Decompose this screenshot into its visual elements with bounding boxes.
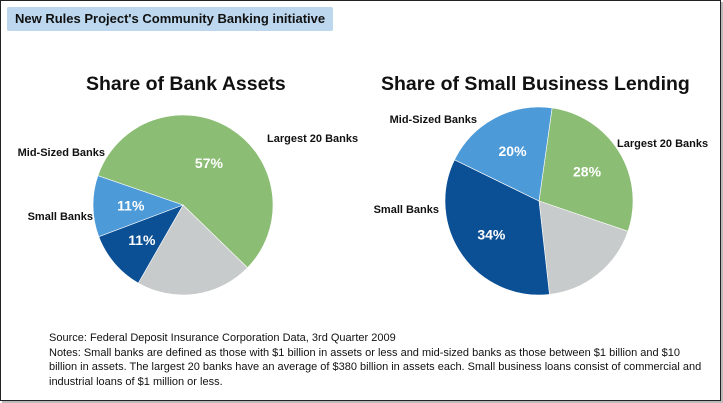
slice-value-label: 57% xyxy=(195,155,224,171)
pie-slice-mid-sized-banks xyxy=(92,175,184,238)
pie-slice-largest-20-banks xyxy=(538,107,634,232)
slice-value-label: 28% xyxy=(573,163,602,179)
slice-value-label: 11% xyxy=(117,198,145,214)
source-notes: Source: Federal Deposit Insurance Corpor… xyxy=(49,331,704,389)
slice-category-label: Largest 20 Banks xyxy=(267,133,358,145)
chart-title-small-business-lending: Share of Small Business Lending xyxy=(381,73,690,95)
chart-title-bank-assets: Share of Bank Assets xyxy=(86,73,286,95)
slice-category-label: Mid-Sized Banks xyxy=(390,114,477,126)
pie-chart-1: 57% Largest 20 Banks 11% Small Banks 11% Mid-… xyxy=(18,114,358,296)
slice-category-label: Mid-Sized Banks xyxy=(18,147,105,159)
pie-slice-other xyxy=(538,200,629,295)
initiative-banner: New Rules Project's Community Banking in… xyxy=(7,7,334,31)
slice-value-label: 11% xyxy=(128,232,156,248)
pie-slice-largest-20-banks xyxy=(97,114,274,269)
slice-value-label: 34% xyxy=(477,227,506,243)
pie-slice-other xyxy=(137,204,248,296)
slice-category-label: Small Banks xyxy=(28,211,93,223)
notes-line: Notes: Small banks are defined as those … xyxy=(49,346,702,388)
pie-slice-mid-sized-banks xyxy=(454,106,553,202)
source-line: Source: Federal Deposit Insurance Corpor… xyxy=(49,332,396,344)
slice-category-label: Largest 20 Banks xyxy=(617,138,708,150)
slice-category-label: Small Banks xyxy=(374,204,439,216)
slice-value-label: 20% xyxy=(499,143,528,159)
pie-chart-2: 28% Largest 20 Banks 34% Small Banks 20% Mid-… xyxy=(374,106,708,296)
